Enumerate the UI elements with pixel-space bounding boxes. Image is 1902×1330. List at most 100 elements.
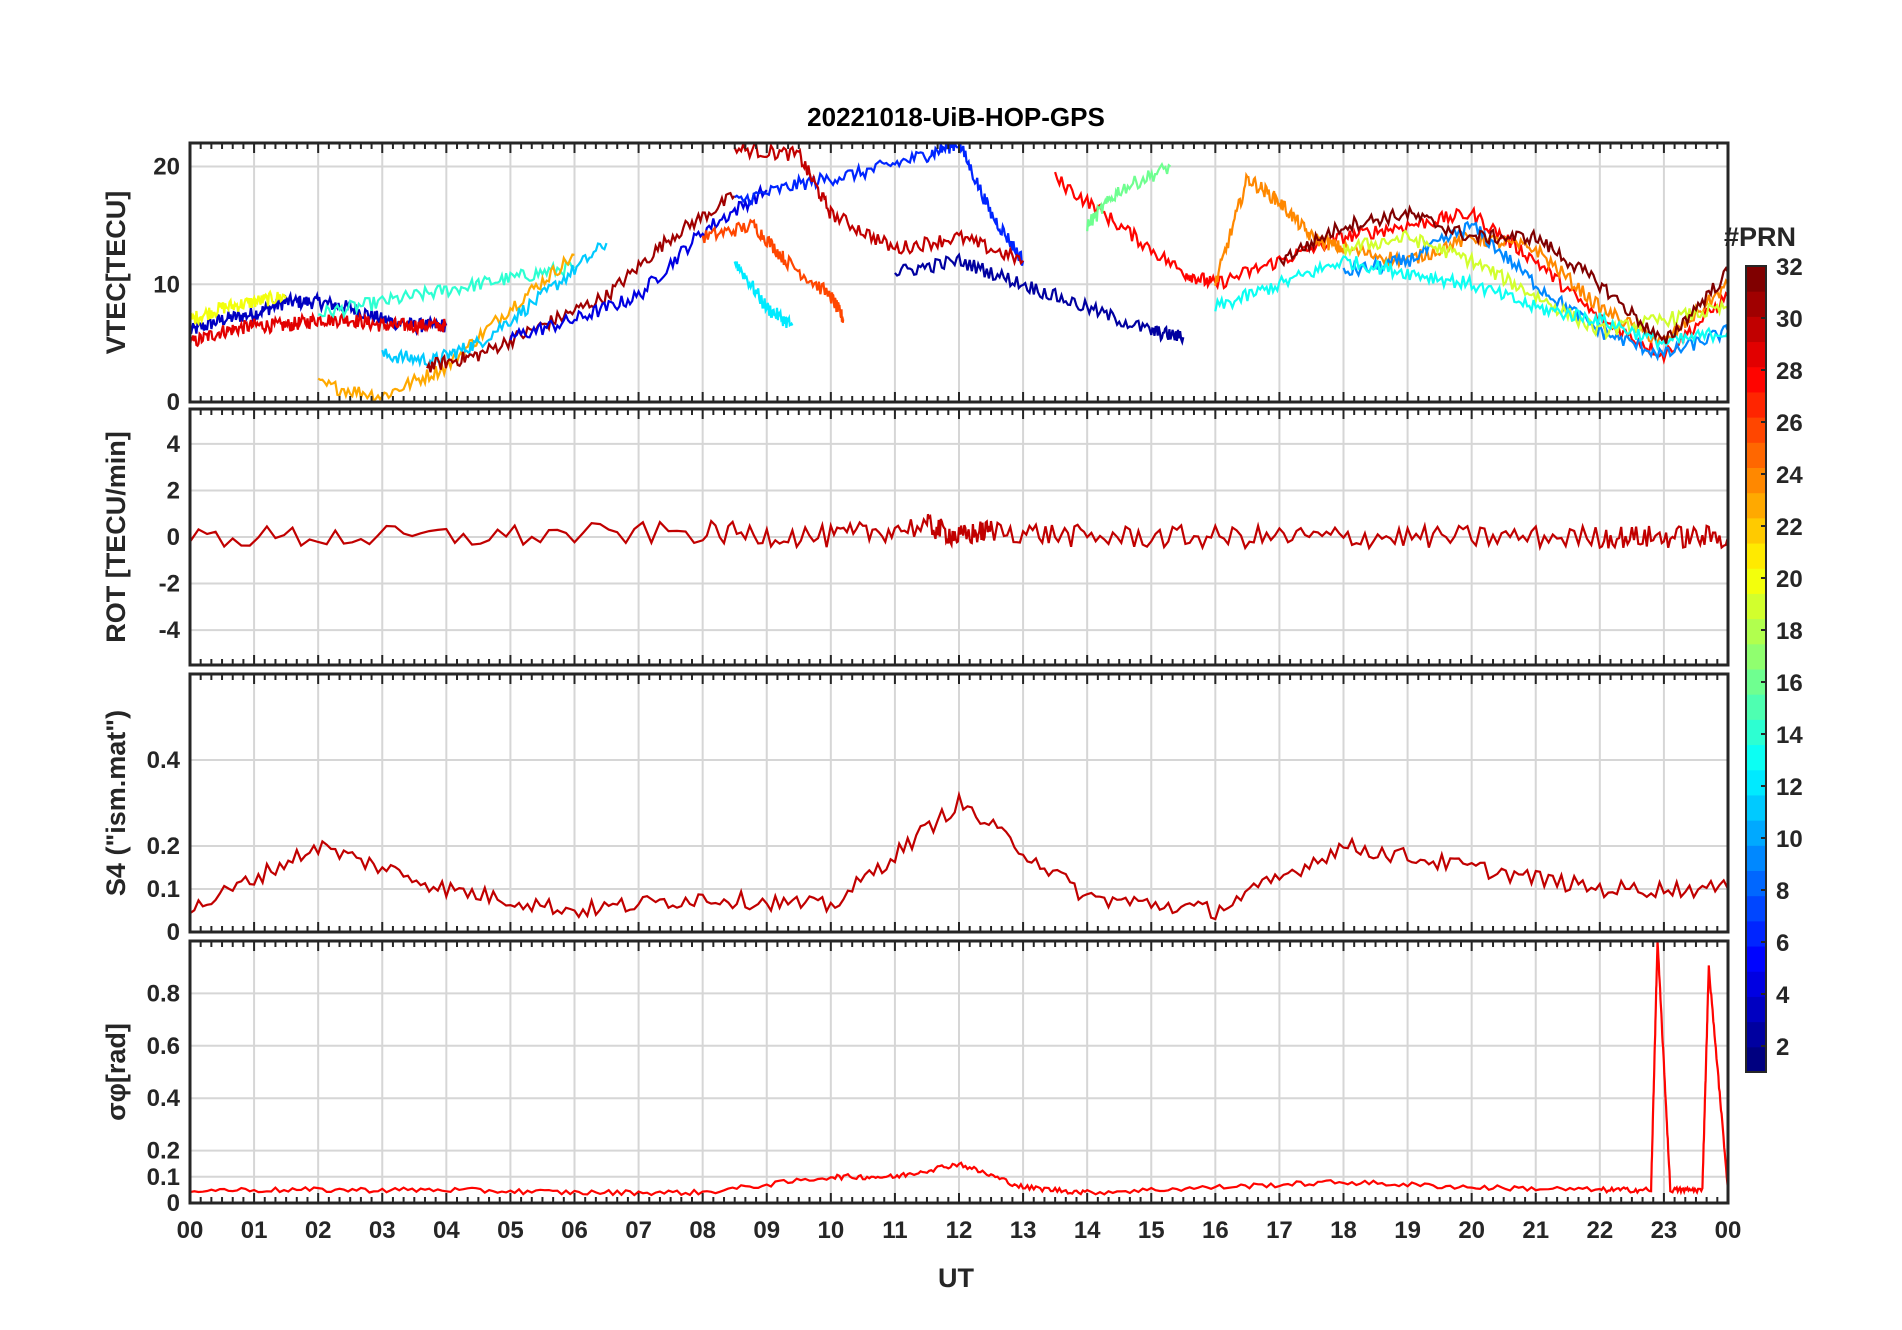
colorbar-segment bbox=[1746, 820, 1766, 846]
y-tick-label: 0.2 bbox=[147, 833, 180, 860]
y-tick-label: 0.1 bbox=[147, 876, 180, 903]
y-tick-label: 0.1 bbox=[147, 1164, 180, 1191]
series-line-prn-29 bbox=[190, 311, 447, 348]
x-tick-label: 00 bbox=[1715, 1217, 1742, 1244]
colorbar-tick-label: 4 bbox=[1776, 982, 1790, 1009]
series-line-prn-31 bbox=[426, 191, 736, 373]
colorbar-segment bbox=[1746, 316, 1766, 343]
colorbar-segment bbox=[1746, 643, 1766, 670]
y-tick-label: 0 bbox=[167, 389, 180, 416]
series-line-prn-16 bbox=[1086, 161, 1172, 232]
series-group bbox=[190, 143, 1728, 402]
colorbar-segment bbox=[1746, 467, 1766, 494]
x-tick-label: 12 bbox=[946, 1217, 973, 1244]
y-tick-label: 4 bbox=[167, 431, 181, 458]
series-line-prn-20 bbox=[190, 289, 287, 327]
y-tick-label: 0 bbox=[167, 1190, 180, 1217]
colorbar-segment bbox=[1746, 920, 1766, 947]
colorbar-segment bbox=[1746, 366, 1766, 393]
x-tick-labels: 00 01 02 03 04 05 06 07 08 09 10 11 12 13 14 15 16 17 18 19… bbox=[177, 1217, 1742, 1244]
colorbar-tick-label: 18 bbox=[1776, 618, 1803, 645]
x-tick-label: 22 bbox=[1586, 1217, 1613, 1244]
colorbar-segment bbox=[1746, 719, 1766, 746]
y-tick-label: 0.2 bbox=[147, 1138, 180, 1165]
colorbar-segment bbox=[1746, 996, 1766, 1023]
x-tick-label: 10 bbox=[817, 1217, 844, 1244]
colorbar-tick-label: 32 bbox=[1776, 254, 1803, 281]
colorbar-segment bbox=[1746, 442, 1766, 468]
series-line-prn-30 bbox=[190, 513, 1728, 552]
x-tick-label: 19 bbox=[1394, 1217, 1421, 1244]
x-tick-label: 18 bbox=[1330, 1217, 1357, 1244]
x-tick-label: 20 bbox=[1458, 1217, 1485, 1244]
colorbar-segment bbox=[1746, 946, 1766, 972]
colorbar-tick-label: 26 bbox=[1776, 410, 1803, 437]
y-axis-label-rot: ROT [TECU/min] bbox=[101, 431, 131, 642]
y-tick-label: -2 bbox=[159, 571, 180, 598]
series-group bbox=[190, 790, 1728, 921]
x-tick-label: 00 bbox=[177, 1217, 204, 1244]
panel-vtec: 0 10 20 VTEC[TECU] bbox=[101, 141, 1730, 416]
x-tick-label: 02 bbox=[305, 1217, 332, 1244]
series-line-prn-30 bbox=[190, 790, 1728, 921]
x-tick-label: 06 bbox=[561, 1217, 588, 1244]
series-line-prn-4 bbox=[509, 183, 768, 341]
colorbar-tick-label: 22 bbox=[1776, 514, 1803, 541]
colorbar-segment bbox=[1746, 417, 1766, 443]
colorbar-frame bbox=[1745, 265, 1767, 1073]
colorbar-segment bbox=[1746, 593, 1766, 620]
x-tick-label: 16 bbox=[1202, 1217, 1229, 1244]
y-tick-label: 2 bbox=[167, 477, 180, 504]
colorbar-tick-label: 12 bbox=[1776, 774, 1803, 801]
x-tick-label: 17 bbox=[1266, 1217, 1293, 1244]
colorbar-segment bbox=[1746, 1021, 1766, 1048]
colorbar-tick-label: 8 bbox=[1776, 878, 1789, 905]
colorbar-segment bbox=[1746, 669, 1766, 695]
panel-sigma_phi: 00.10.2 0.4 0.6 0.8 σφ[rad] bbox=[101, 939, 1730, 1217]
series-line-prn-26 bbox=[701, 218, 845, 323]
y-tick-label: 20 bbox=[153, 154, 180, 181]
y-tick-label: 0.6 bbox=[147, 1033, 180, 1060]
series-line-prn-28 bbox=[190, 941, 1728, 1197]
series-group bbox=[190, 941, 1728, 1197]
x-tick-label: 11 bbox=[882, 1217, 907, 1244]
series-line-prn-13 bbox=[1214, 255, 1728, 352]
colorbar-segment bbox=[1746, 744, 1766, 771]
series-line-prn-12 bbox=[733, 261, 794, 329]
colorbar-tick-label: 20 bbox=[1776, 566, 1803, 593]
colorbar-tick-label: 2 bbox=[1776, 1034, 1789, 1061]
colorbar-tick-label: 6 bbox=[1776, 930, 1789, 957]
y-axis-label-vtec: VTEC[TECU] bbox=[101, 191, 131, 355]
colorbar-tick-label: 30 bbox=[1776, 306, 1803, 333]
series-line-prn-28 bbox=[1054, 171, 1728, 365]
y-tick-label: 0.8 bbox=[147, 980, 180, 1007]
colorbar-tick-label: 24 bbox=[1776, 462, 1803, 489]
x-tick-label: 05 bbox=[497, 1217, 524, 1244]
y-tick-label: -4 bbox=[159, 617, 181, 644]
colorbar-tick-label: 10 bbox=[1776, 826, 1803, 853]
series-line-prn-2 bbox=[894, 252, 1185, 346]
colorbar-segment bbox=[1746, 971, 1766, 997]
colorbar-segment bbox=[1746, 769, 1766, 796]
x-tick-label: 03 bbox=[369, 1217, 396, 1244]
panel-rot: -4 -2 0 2 4 ROT [TECU/min] bbox=[101, 407, 1730, 667]
series-line-prn-11 bbox=[381, 242, 608, 370]
y-tick-label: 10 bbox=[153, 271, 180, 298]
y-tick-label: 0 bbox=[167, 524, 180, 551]
series-line-prn-9 bbox=[1342, 220, 1728, 362]
colorbar-segment bbox=[1746, 845, 1766, 871]
x-tick-label: 13 bbox=[1010, 1217, 1037, 1244]
colorbar-segment bbox=[1746, 543, 1766, 569]
y-axis-label-s4: S4 ("ism.mat") bbox=[101, 710, 131, 896]
chart-title: 20221018-UiB-HOP-GPS bbox=[807, 102, 1105, 132]
colorbar-segment bbox=[1746, 391, 1766, 418]
x-tick-label: 01 bbox=[241, 1217, 268, 1244]
x-tick-label: 21 bbox=[1522, 1217, 1549, 1244]
colorbar-segment bbox=[1746, 341, 1766, 368]
colorbar-segment bbox=[1746, 794, 1766, 821]
series-line-prn-19 bbox=[1342, 229, 1728, 341]
series-line-prn-14 bbox=[318, 258, 576, 320]
x-tick-label: 04 bbox=[433, 1217, 460, 1244]
y-axis-label-sigma-phi: σφ[rad] bbox=[101, 1023, 131, 1121]
